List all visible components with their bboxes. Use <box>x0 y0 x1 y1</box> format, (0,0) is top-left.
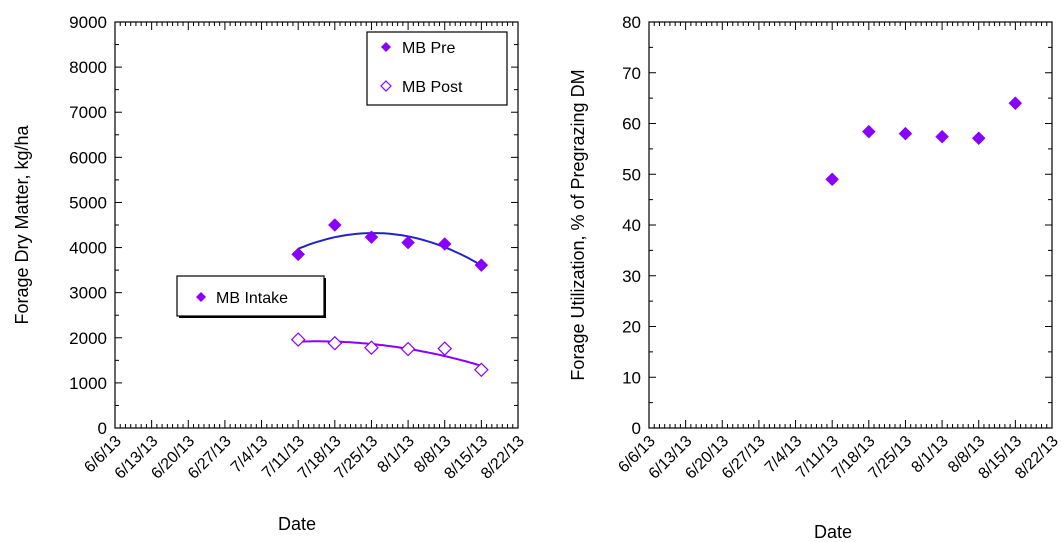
trend-lines <box>297 232 482 367</box>
y-tick-label: 8000 <box>69 58 107 77</box>
y-tick-label: 60 <box>622 115 641 134</box>
y-tick-label: 2000 <box>69 329 107 348</box>
data-point <box>327 218 342 232</box>
data-point <box>290 332 306 347</box>
legend-label-post: MB Post <box>402 79 463 96</box>
axis-ticks <box>648 21 1053 429</box>
annotation-shadow <box>179 316 326 318</box>
data-point <box>401 235 415 250</box>
y-tick-label: 70 <box>622 64 641 83</box>
y-axis-label: Forage Utilization, % of Pregrazing DM <box>568 69 588 380</box>
y-tick-label: 50 <box>622 165 641 184</box>
trend-line-pre <box>297 232 482 267</box>
trend-line-post <box>298 340 482 367</box>
x-tick-labels: 6/6/136/13/136/20/136/27/137/4/137/11/13… <box>81 433 528 483</box>
y-tick-label: 5000 <box>69 193 107 212</box>
data-point <box>327 335 343 351</box>
data-point <box>437 341 453 356</box>
data-point <box>825 172 840 187</box>
y-tick-label: 3000 <box>69 284 107 303</box>
data-point <box>437 237 452 251</box>
y-tick-label: 40 <box>622 216 641 235</box>
legend: MB Pre MB Post <box>366 31 508 106</box>
x-tick-label: 8/1/13 <box>908 433 952 477</box>
annotation-shadow-side <box>324 278 326 318</box>
data-points <box>290 218 489 378</box>
y-tick-label: 4000 <box>69 239 107 258</box>
y-tick-labels: 0 1000 2000 3000 4000 5000 6000 7000 8000 9000 <box>69 13 107 438</box>
y-axis-label: Forage Dry Matter, kg/ha <box>12 124 32 324</box>
data-point <box>898 126 913 141</box>
data-point <box>291 247 306 262</box>
annotation-mb-intake: MB Intake <box>176 275 326 318</box>
legend-label-pre: MB Pre <box>402 40 455 57</box>
legend-marker-pre <box>381 42 391 52</box>
y-tick-labels: 0 10 20 30 40 50 60 70 80 <box>622 13 641 438</box>
axis-ticks <box>114 21 519 429</box>
data-point <box>474 258 489 273</box>
data-point <box>474 362 489 378</box>
legend-marker-post <box>380 80 392 92</box>
data-points <box>825 96 1023 187</box>
data-point <box>971 131 986 146</box>
legend-box <box>366 31 508 106</box>
x-axis-label: Date <box>278 514 316 534</box>
y-tick-label: 0 <box>632 419 641 438</box>
y-tick-label: 7000 <box>69 103 107 122</box>
plot-frame <box>648 21 1053 429</box>
data-point <box>935 129 949 144</box>
annotation-label: MB Intake <box>216 290 288 307</box>
x-axis-label: Date <box>814 522 852 542</box>
y-tick-label: 80 <box>622 13 641 32</box>
y-tick-label: 0 <box>98 419 107 438</box>
y-tick-label: 9000 <box>69 13 107 32</box>
chart-forage-utilization: 0 10 20 30 40 50 60 70 80 6/6/136/13/136/20/136/… <box>568 13 1062 542</box>
x-tick-label: 8/1/13 <box>374 433 418 477</box>
data-point <box>861 124 876 139</box>
y-tick-label: 30 <box>622 267 641 286</box>
y-tick-label: 20 <box>622 318 641 337</box>
data-point <box>364 230 379 245</box>
y-tick-label: 10 <box>622 368 641 387</box>
data-point <box>400 341 416 357</box>
chart-forage-dry-matter: 0 1000 2000 3000 4000 5000 6000 7000 8000 9000 6/… <box>12 13 528 534</box>
y-tick-label: 1000 <box>69 374 107 393</box>
annotation-marker <box>196 292 206 302</box>
y-tick-label: 6000 <box>69 148 107 167</box>
data-point <box>364 340 379 356</box>
data-point <box>1008 96 1023 111</box>
x-tick-labels: 6/6/136/13/136/20/136/27/137/4/137/11/13… <box>615 433 1062 483</box>
